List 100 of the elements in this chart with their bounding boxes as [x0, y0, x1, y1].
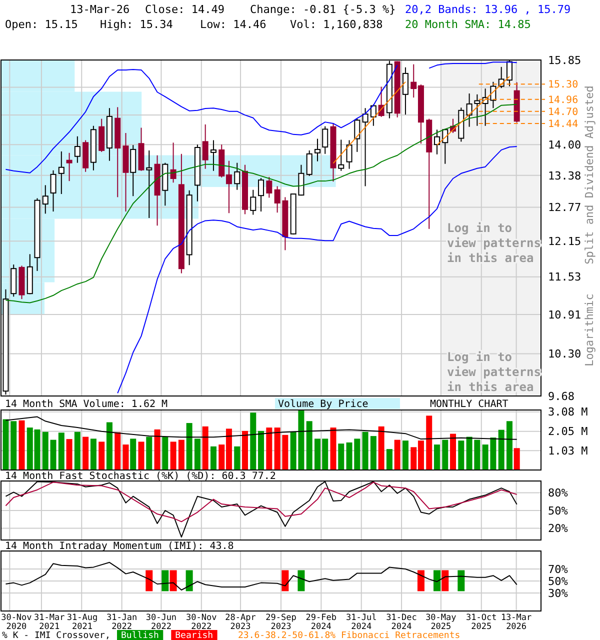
y-tick-label: 2.05 M	[548, 425, 588, 438]
text: 20 Month SMA: 14.85	[405, 18, 531, 31]
bar	[514, 448, 520, 470]
bar	[194, 438, 200, 470]
candlestick	[146, 150, 152, 218]
bar	[210, 446, 216, 470]
candlestick	[362, 108, 368, 187]
candlestick	[74, 136, 80, 164]
y-tick-label: 11.53	[548, 270, 582, 284]
y-tick-label: 50%	[548, 504, 568, 518]
bar	[306, 421, 312, 470]
bar	[378, 426, 384, 470]
bar	[138, 442, 144, 470]
candlestick	[402, 66, 408, 116]
chart-title: 14 Month Intraday Momentum (IMI): 43.8	[5, 541, 234, 552]
bar	[186, 423, 192, 470]
text: Bullish	[121, 631, 159, 640]
candlestick	[202, 124, 208, 170]
series-label: 14 Month SMA Volume: 1.62 M	[5, 399, 168, 410]
line-series	[5, 562, 518, 590]
candlestick	[130, 144, 136, 197]
x-tick-label: 31-Mar 2021	[34, 613, 65, 632]
candlestick	[306, 150, 312, 176]
y-tick-label: 80%	[548, 486, 568, 500]
candlestick	[210, 140, 216, 172]
bar	[330, 428, 336, 470]
y-tick-label: 12.77	[548, 201, 582, 214]
bar	[402, 440, 408, 470]
x-tick-label: 31-Jul 2024	[346, 613, 377, 632]
candlestick	[322, 126, 328, 154]
bar	[386, 449, 392, 470]
text: Change: -0.81 {-5.3 %}	[250, 3, 396, 16]
y-tick-label: 3.08 M	[548, 406, 588, 419]
x-tick-label: 31-Dec 2024	[386, 613, 417, 632]
bar	[250, 412, 256, 470]
bar	[74, 432, 80, 470]
y-tick-label: 15.85	[548, 54, 582, 67]
candlestick	[66, 152, 72, 182]
bar	[146, 436, 152, 470]
text: Low: 14.46	[200, 18, 266, 31]
y-tick-label: 50%	[548, 574, 568, 588]
ref-line-label: 14.96	[548, 94, 578, 106]
bar	[178, 440, 184, 470]
annotation: MONTHLY CHART	[430, 399, 508, 410]
bar	[66, 439, 72, 470]
candlestick	[50, 170, 56, 212]
bar	[162, 436, 168, 470]
bar	[370, 436, 376, 470]
y-tick-label: 30%	[548, 586, 568, 600]
y-tick-label: 9.68	[548, 390, 574, 403]
bar	[458, 440, 464, 470]
line-series	[5, 416, 518, 440]
bar	[82, 436, 89, 470]
candlestick	[314, 138, 320, 162]
text: High: 15.34	[100, 18, 174, 31]
y-tick-label: 20%	[548, 522, 568, 536]
bar	[506, 421, 512, 470]
candlestick	[98, 118, 105, 152]
bar	[10, 421, 17, 470]
y-tick-label: 10.91	[548, 308, 582, 322]
bar	[450, 434, 456, 470]
bar	[90, 438, 96, 470]
x-tick-label: 31-Oct 2025	[466, 613, 497, 632]
bar	[338, 444, 344, 470]
text: Open: 15.15	[5, 18, 78, 31]
bar	[130, 438, 136, 470]
y-tick-label: 12.15	[548, 234, 582, 248]
bar	[258, 430, 264, 470]
bar	[242, 430, 248, 470]
text: Close: 14.49	[145, 3, 224, 16]
candlestick	[266, 176, 272, 198]
x-tick-label: 31-Jan 2022	[106, 613, 138, 632]
bar	[426, 416, 432, 470]
x-tick-label: 30-Nov 2020	[1, 613, 32, 632]
candlestick	[42, 184, 48, 214]
bar	[2, 419, 9, 470]
candlestick	[434, 129, 440, 155]
bar	[106, 422, 112, 470]
text: Vol: 1,160,838	[290, 18, 383, 31]
candlestick	[346, 140, 352, 170]
ref-line-label: 15.30	[548, 80, 578, 91]
bar	[362, 432, 368, 470]
text: 20,2 Bands: 13.96 , 15.79	[405, 3, 571, 16]
bar	[394, 440, 400, 470]
candlestick	[354, 118, 360, 152]
candlestick	[338, 139, 344, 172]
text: Volume By Price	[278, 399, 368, 410]
bar	[234, 446, 240, 470]
y-tick-label: 1.03 M	[548, 444, 588, 458]
candlestick	[234, 162, 240, 190]
y-tick-label: 14.00	[548, 138, 582, 152]
bar	[114, 432, 121, 470]
bar	[170, 442, 176, 470]
chart-title: 14 Month Fast Stochastic (%K) (%D): 60.3 77.2	[5, 471, 276, 482]
candlestick	[258, 177, 264, 212]
annotation: Log in to view patterns in this area	[447, 350, 541, 394]
x-tick-label: 30-May 2025	[426, 613, 456, 632]
x-tick-label: 29-Feb 2024	[306, 613, 337, 632]
ref-line-label: 14.70	[548, 106, 578, 118]
y-tick-label: 13.38	[548, 169, 582, 182]
